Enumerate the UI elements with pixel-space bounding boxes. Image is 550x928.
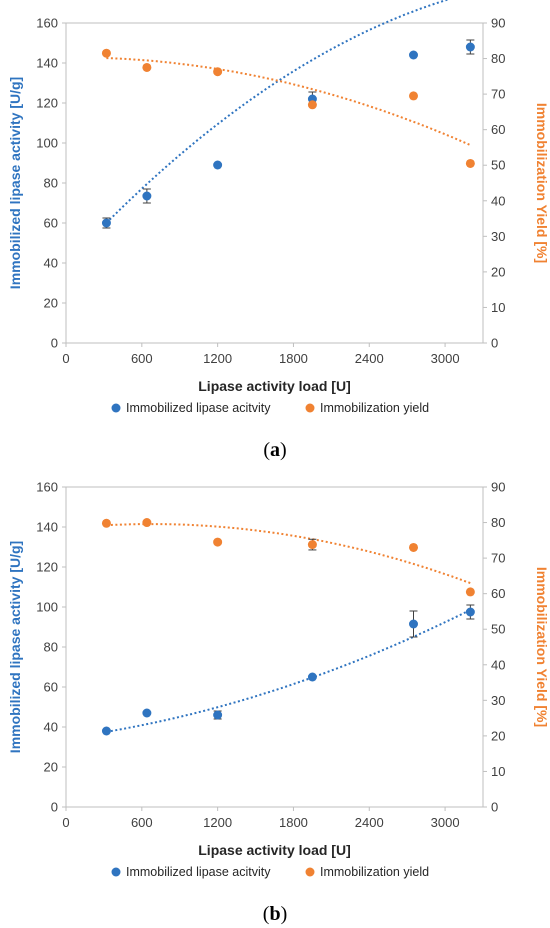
chart-b-ytick-right-label: 80 (491, 515, 505, 530)
chart-b-activity-point (101, 726, 111, 736)
chart-b-plot-area (65, 486, 484, 808)
chart-b-ytick-right-label: 60 (491, 586, 505, 601)
chart-b-ytick-left-label: 100 (36, 600, 58, 615)
chart-a-ytick-left-label: 20 (44, 296, 58, 311)
chart-b-yield-point (213, 537, 223, 547)
chart-a-ytick-left-label: 0 (51, 336, 58, 351)
chart-b-ytick-right-label: 30 (491, 693, 505, 708)
chart-a-yield-point (213, 67, 223, 77)
chart-a-activity-point (213, 160, 223, 170)
chart-b-xtick-label: 0 (62, 815, 69, 830)
chart-a-activity-point (101, 218, 111, 228)
chart-b-ytick-left-label: 120 (36, 560, 58, 575)
chart-a-xtick-label: 2400 (355, 351, 384, 366)
chart-a-activity-point (465, 42, 475, 52)
chart-b-xtick-label: 2400 (355, 815, 384, 830)
chart-b-activity-point (213, 710, 223, 720)
chart-a-yield-point (101, 48, 111, 58)
chart-b-yield-trendline (106, 523, 471, 585)
chart-a-ytick-left-label: 100 (36, 136, 58, 151)
chart-b-legend-yield-marker (305, 867, 315, 877)
chart-b-ytick-left-label: 140 (36, 520, 58, 535)
chart-b-activity-point (465, 607, 475, 617)
chart-b-ytick-right-label: 50 (491, 622, 505, 637)
chart-a-svg: 0 20 40 60 80 100 120 140 160 0 10 20 30 40 50 60 70 80 90… (7, 0, 550, 461)
chart-b-y-left-axis-title: Immobilized lipase activity [U/g] (7, 541, 23, 753)
chart-a-ytick-left-label: 80 (44, 176, 58, 191)
chart-a-ytick-right-label: 50 (491, 158, 505, 173)
chart-b-ytick-right-label: 10 (491, 764, 505, 779)
chart-a-panel-label: (a) (263, 439, 286, 461)
chart-b-ytick-left-label: 60 (44, 680, 58, 695)
chart-a-legend-yield-label: Immobilization yield (320, 401, 429, 415)
chart-a-x-axis-title: Lipase activity load [U] (198, 378, 350, 394)
chart-a-ytick-right-label: 10 (491, 300, 505, 315)
chart-b-xtick-label: 1800 (279, 815, 308, 830)
chart-a-yield-point (465, 158, 475, 168)
chart-b-ytick-left-label: 20 (44, 760, 58, 775)
chart-a-ytick-left-label: 120 (36, 96, 58, 111)
chart-b-legend-yield-label: Immobilization yield (320, 865, 429, 879)
chart-a-ytick-left-label: 160 (36, 16, 58, 31)
chart-a-ytick-right-label: 90 (491, 16, 505, 31)
chart-a-yield-point (409, 91, 418, 101)
chart-a-plot-area (65, 22, 484, 344)
chart-b-panel-label: (b) (263, 903, 287, 925)
chart-b-ytick-right-label: 0 (491, 800, 498, 815)
chart-a-ytick-right-label: 40 (491, 193, 505, 208)
chart-a-ytick-right-label: 80 (491, 51, 505, 66)
chart-b-activity-point (409, 619, 418, 629)
chart-a-ytick-left-label: 40 (44, 256, 58, 271)
chart-a-yield-point (307, 100, 317, 110)
chart-b-yield-point (142, 518, 152, 528)
chart-a-legend-activity-label: Immobilized lipase acitvity (126, 401, 271, 415)
chart-b-ytick-left-label: 160 (36, 480, 58, 495)
chart-b-ytick-left-label: 80 (44, 640, 58, 655)
chart-b-yield-point (465, 587, 475, 597)
chart-b-xtick-label: 1200 (203, 815, 232, 830)
chart-b-activity-trendline (106, 609, 471, 733)
chart-a-y-left-axis-title: Immobilized lipase activity [U/g] (7, 77, 23, 289)
chart-b-yield-point (307, 540, 317, 550)
chart-b-ytick-left-label: 0 (51, 800, 58, 815)
chart-b-legend-activity-marker (111, 867, 121, 877)
chart-a-activity-point (142, 191, 152, 201)
chart-b-x-axis-title: Lipase activity load [U] (198, 842, 350, 858)
chart-a-legend-yield-marker (305, 403, 315, 413)
chart-a-yield-point (142, 62, 152, 72)
chart-a-activity-trendline (105, 0, 450, 224)
chart-a-ytick-right-label: 60 (491, 122, 505, 137)
chart-a-xtick-label: 1800 (279, 351, 308, 366)
chart-b-activity-point (307, 672, 317, 682)
chart-a-ytick-left-label: 140 (36, 56, 58, 71)
chart-b-y-right-axis-title: Immobilization Yield [%] (534, 567, 550, 727)
chart-b-ytick-right-label: 20 (491, 728, 505, 743)
chart-b-yield-point (101, 518, 111, 528)
chart-panel-a: 0 20 40 60 80 100 120 140 160 0 10 20 30 40 50 60 70 80 90… (7, 0, 550, 461)
chart-b-ytick-right-label: 90 (491, 480, 505, 495)
chart-panel-b: 0 20 40 60 80 100 120 140 160 0 10 20 30 40 50 60 70 80 90… (0, 464, 550, 928)
chart-b-svg: 0 20 40 60 80 100 120 140 160 0 10 20 30 40 50 60 70 80 90… (7, 480, 550, 926)
chart-a-ytick-right-label: 30 (491, 229, 505, 244)
chart-a-ytick-right-label: 70 (491, 87, 505, 102)
chart-b-ytick-right-label: 40 (491, 657, 505, 672)
chart-a-y-right-axis-title: Immobilization Yield [%] (534, 103, 550, 263)
chart-a-legend-activity-marker (111, 403, 121, 413)
chart-a-ytick-left-label: 60 (44, 216, 58, 231)
chart-b-activity-point (142, 708, 152, 718)
chart-b-legend-activity-label: Immobilized lipase acitvity (126, 865, 271, 879)
chart-b-ytick-left-label: 40 (44, 720, 58, 735)
chart-a-ytick-right-label: 20 (491, 264, 505, 279)
chart-a-xtick-label: 0 (62, 351, 69, 366)
chart-a-activity-point (409, 50, 418, 60)
chart-b-xtick-label: 600 (131, 815, 153, 830)
chart-a-ytick-right-label: 0 (491, 336, 498, 351)
chart-a-xtick-label: 1200 (203, 351, 232, 366)
chart-a-yield-trendline (106, 57, 471, 147)
chart-b-ytick-right-label: 70 (491, 551, 505, 566)
chart-a-xtick-label: 600 (131, 351, 153, 366)
chart-b-yield-point (409, 542, 418, 552)
chart-a-xtick-label: 3000 (431, 351, 460, 366)
chart-b-xtick-label: 3000 (431, 815, 460, 830)
